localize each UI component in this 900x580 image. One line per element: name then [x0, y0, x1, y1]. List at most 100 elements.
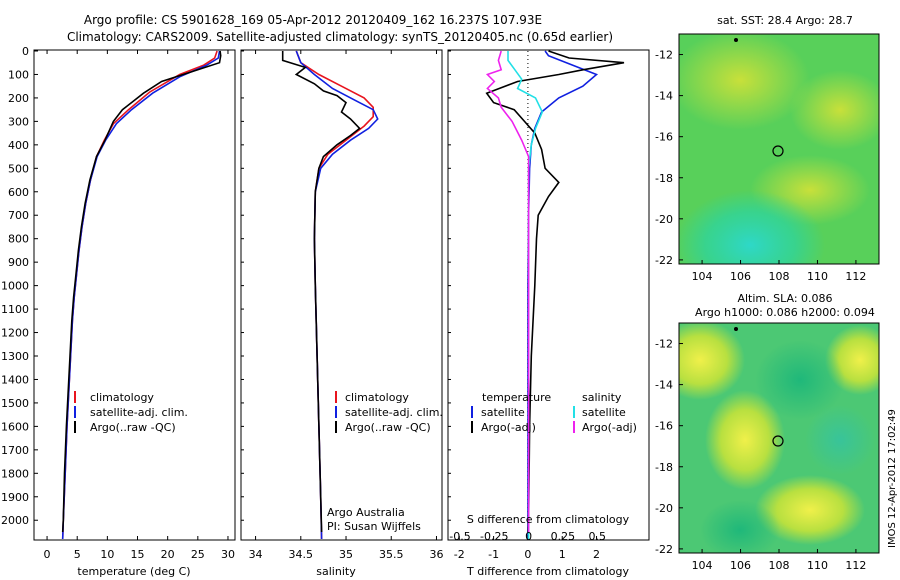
x-tick-label: 0	[524, 548, 531, 561]
sla-high-patch	[755, 475, 865, 545]
x-tick-label: 34	[249, 548, 263, 561]
pi-note: PI: Susan Wijffels	[327, 520, 421, 533]
salinity-panel-frame	[240, 49, 443, 541]
x-tick-label: 10	[100, 548, 114, 561]
legend-salinity-title: salinity	[582, 391, 622, 404]
depth-tick-label: 300	[8, 115, 29, 128]
lon-tick-label: 110	[807, 559, 828, 572]
figure-title-line1: Argo profile: CS 5901628_169 05-Apr-2012…	[84, 13, 542, 27]
depth-tick-label: 0	[22, 45, 29, 58]
difference-panel-frame	[447, 49, 650, 541]
x-tick-label: -1	[488, 548, 499, 561]
sla-high-patch	[679, 323, 745, 400]
lat-tick-label: -18	[655, 172, 673, 185]
depth-tick-label: 1200	[1, 327, 29, 340]
series-line-argo-raw-qc-	[281, 51, 361, 533]
lat-tick-label: -16	[655, 131, 673, 144]
lat-tick-label: -14	[655, 90, 673, 103]
s-tick-label: 0.5	[588, 530, 606, 543]
sla-map	[679, 323, 879, 553]
x-tick-label: 20	[161, 548, 175, 561]
lat-tick-label: -12	[655, 49, 673, 62]
salinity-panel: 34 34.5 35 35.5 36	[249, 50, 443, 561]
difference-panel: -2 -1 0 1 2 -0.5 -0.25 0 0.25 0.5	[449, 50, 625, 561]
depth-tick-label: 1600	[1, 420, 29, 433]
x-tick-label: -2	[454, 548, 465, 561]
lon-tick-label: 104	[692, 270, 713, 283]
s-tick-label: 0	[525, 530, 532, 543]
legend-s-argo-label: Argo(-adj)	[582, 421, 637, 434]
salinity-diff-line-argo-adj-	[485, 50, 530, 532]
x-tick-label: 30	[221, 548, 235, 561]
map-dot-marker	[734, 327, 738, 331]
temperature-panel-frame	[33, 49, 236, 541]
s-tick-label: -0.25	[480, 530, 508, 543]
sst-cool-patch	[679, 190, 825, 264]
x-tick-label: 1	[559, 548, 566, 561]
argo-australia-note: Argo Australia	[327, 506, 405, 519]
x-tick-label: 35	[339, 548, 353, 561]
series-line-argo-adj-	[485, 50, 625, 533]
depth-tick-label: 600	[8, 186, 29, 199]
series-line-satellite	[527, 50, 599, 539]
depth-tick-label: 1900	[1, 491, 29, 504]
lat-tick-label: -22	[655, 543, 673, 556]
x-tick-label: 25	[191, 548, 205, 561]
temperature-axis-label: temperature (deg C)	[77, 565, 190, 578]
sst-map-axes: -12 -14 -16 -18 -20 -22 104 106 108 110 112	[655, 49, 866, 283]
series-line-climatology	[61, 50, 218, 540]
sst-map-title: sat. SST: 28.4 Argo: 28.7	[717, 14, 853, 27]
lon-tick-label: 106	[730, 270, 751, 283]
depth-tick-label: 1500	[1, 397, 29, 410]
sst-map	[679, 34, 879, 264]
sla-low-patch	[755, 340, 845, 420]
legend-s-satellite-label: satellite	[582, 406, 626, 419]
lat-tick-label: -20	[655, 502, 673, 515]
lon-tick-label: 104	[692, 559, 713, 572]
lat-tick-label: -12	[655, 338, 673, 351]
sla-low-patch	[805, 405, 875, 475]
series-line-argo-raw-qc-	[61, 50, 222, 533]
depth-tick-label: 1000	[1, 280, 29, 293]
depth-tick-label: 1300	[1, 350, 29, 363]
map-dot-marker	[734, 38, 738, 42]
difference-legend: temperature salinity satellite Argo(-adj…	[471, 391, 637, 434]
legend-t-argo-label: Argo(-adj)	[481, 421, 536, 434]
s-tick-label: 0.25	[551, 530, 576, 543]
sla-high-patch	[705, 390, 785, 490]
legend-satellite-label: satellite-adj. clim.	[345, 406, 443, 419]
depth-tick-label: 2000	[1, 514, 29, 527]
depth-tick-label: 500	[8, 162, 29, 175]
lat-tick-label: -14	[655, 379, 673, 392]
sla-map-title-line1: Altim. SLA: 0.086	[737, 292, 832, 305]
depth-tick-label: 1400	[1, 373, 29, 386]
salinity-legend: climatology satellite-adj. clim. Argo(..…	[327, 391, 443, 533]
legend-climatology-label: climatology	[345, 391, 409, 404]
sst-warm-patch	[790, 70, 879, 150]
x-tick-label: 36	[429, 548, 443, 561]
x-tick-label: 35.5	[379, 548, 404, 561]
depth-tick-label: 100	[8, 68, 29, 81]
depth-tick-label: 200	[8, 92, 29, 105]
s-tick-label: -0.5	[449, 530, 470, 543]
depth-axis: 0 100 200 300 400 500 600 700 800 900 1000 1100 1200…	[1, 45, 451, 527]
depth-tick-label: 800	[8, 233, 29, 246]
lat-tick-label: -18	[655, 461, 673, 474]
depth-tick-label: 900	[8, 256, 29, 269]
salinity-axis-label: salinity	[316, 565, 356, 578]
sst-warm-patch	[679, 34, 810, 130]
depth-tick-label: 1800	[1, 467, 29, 480]
depth-tick-label: 1700	[1, 444, 29, 457]
temperature-legend: climatology satellite-adj. clim. Argo(..…	[74, 391, 188, 434]
legend-argo-label: Argo(..raw -QC)	[90, 421, 176, 434]
temperature-panel: 0 5 10 15 20 25 30	[44, 50, 235, 561]
series-line-satellite-adj-clim-	[61, 50, 221, 540]
lon-tick-label: 110	[807, 270, 828, 283]
lon-tick-label: 108	[769, 559, 790, 572]
imos-timestamp: IMOS 12-Apr-2012 17:02:49	[887, 409, 898, 548]
lon-tick-label: 112	[845, 559, 866, 572]
x-tick-label: 2	[593, 548, 600, 561]
depth-tick-label: 1100	[1, 303, 29, 316]
t-difference-axis-label: T difference from climatology	[466, 565, 629, 578]
